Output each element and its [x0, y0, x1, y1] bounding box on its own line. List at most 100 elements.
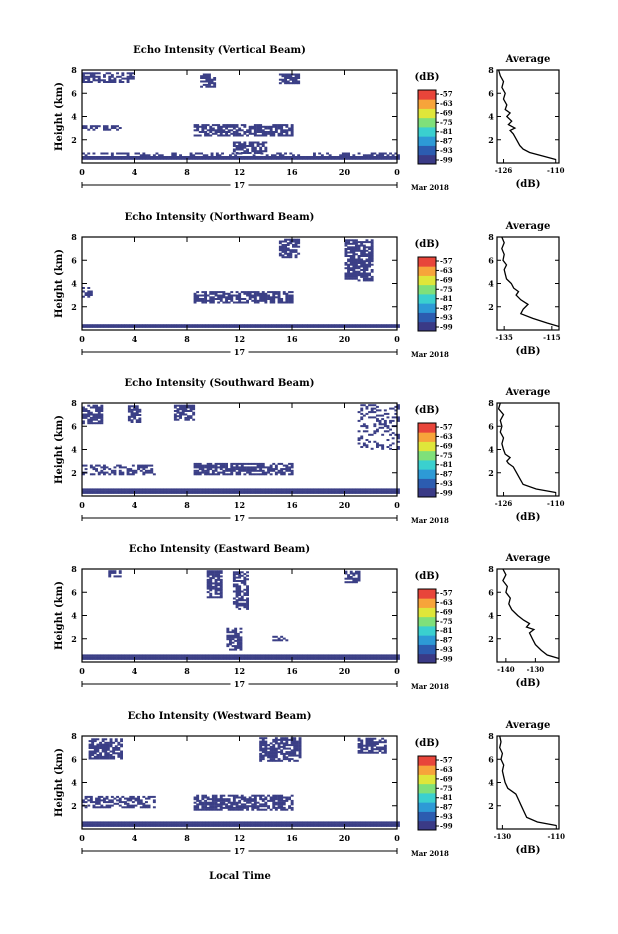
- echo-cell: [265, 491, 269, 494]
- echo-cell: [264, 798, 268, 801]
- echo-cell: [215, 488, 219, 491]
- echo-cell: [284, 324, 287, 327]
- echo-cell: [118, 575, 122, 578]
- echo-cell: [305, 824, 308, 827]
- echo-cell: [253, 124, 257, 127]
- echo-cell: [285, 799, 289, 802]
- echo-cell: [294, 157, 298, 160]
- echo-cell: [210, 82, 214, 85]
- echo-cell: [204, 803, 207, 806]
- echo-cell: [126, 488, 130, 491]
- echo-cell: [137, 468, 140, 471]
- echo-cell: [261, 296, 265, 299]
- echo-cell: [168, 821, 172, 824]
- echo-cell: [261, 737, 265, 740]
- echo-cell: [126, 81, 130, 83]
- echo-cell: [201, 469, 205, 472]
- echo-cell: [383, 412, 387, 415]
- y-tick-label: 2: [71, 801, 77, 811]
- echo-cell: [264, 127, 268, 130]
- echo-cell: [239, 821, 243, 824]
- echo-cell: [352, 255, 356, 257]
- echo-cell: [370, 821, 374, 824]
- echo-cell: [181, 324, 185, 327]
- echo-cell: [280, 749, 284, 752]
- echo-cell: [95, 410, 98, 412]
- echo-cell: [302, 656, 306, 659]
- echo-cell: [352, 325, 356, 328]
- echo-cell: [223, 656, 227, 659]
- echo-cell: [368, 272, 371, 275]
- echo-cell: [272, 799, 276, 802]
- echo-cell: [272, 639, 276, 642]
- echo-cell: [104, 747, 108, 749]
- profile-line: [502, 568, 560, 660]
- echo-cell: [89, 823, 93, 826]
- echo-cell: [344, 242, 348, 245]
- echo-cell: [210, 488, 214, 491]
- echo-cell: [284, 156, 287, 158]
- echo-cell: [278, 656, 282, 659]
- echo-cell: [331, 823, 335, 826]
- echo-cell: [242, 824, 245, 827]
- echo-cell: [103, 127, 106, 129]
- echo-cell: [235, 606, 239, 609]
- echo-cell: [95, 799, 98, 802]
- echo-cell: [357, 439, 361, 441]
- echo-cell: [313, 823, 316, 826]
- echo-cell: [276, 488, 280, 491]
- echo-cell: [282, 799, 286, 802]
- echo-cell: [232, 466, 236, 469]
- echo-cell: [184, 325, 188, 328]
- echo-cell: [200, 324, 203, 327]
- echo-cell: [131, 806, 135, 809]
- echo-cell: [318, 824, 322, 827]
- profile-title: Average: [505, 720, 551, 731]
- echo-cell: [244, 823, 248, 826]
- echo-cell: [232, 602, 236, 605]
- echo-cell: [179, 154, 182, 157]
- echo-cell: [103, 74, 106, 77]
- echo-cell: [226, 631, 230, 634]
- echo-cell: [243, 806, 247, 809]
- echo-cell: [269, 798, 273, 801]
- echo-cell: [227, 794, 231, 797]
- echo-cell: [373, 324, 377, 327]
- echo-cell: [198, 298, 202, 300]
- echo-cell: [110, 804, 114, 807]
- echo-cell: [318, 823, 322, 826]
- echo-cell: [261, 132, 265, 135]
- echo-cell: [142, 466, 146, 469]
- echo-cell: [92, 404, 96, 407]
- echo-cell: [302, 157, 306, 160]
- echo-cell: [261, 145, 265, 147]
- echo-cell: [370, 324, 374, 327]
- echo-cell: [273, 654, 277, 657]
- echo-cell: [360, 272, 364, 275]
- echo-cell: [357, 744, 361, 747]
- echo-cell: [281, 324, 285, 327]
- echo-cell: [105, 156, 109, 158]
- echo-cell: [95, 156, 98, 158]
- echo-cell: [238, 146, 242, 149]
- echo-cell: [89, 127, 93, 129]
- echo-cell: [368, 325, 371, 328]
- echo-cell: [263, 824, 266, 827]
- echo-cell: [373, 654, 377, 657]
- echo-cell: [121, 471, 125, 474]
- echo-cell: [260, 823, 264, 826]
- echo-cell: [274, 131, 278, 133]
- echo-cell: [100, 821, 104, 824]
- echo-cell: [376, 741, 379, 744]
- echo-cell: [152, 656, 156, 659]
- echo-cell: [360, 265, 364, 268]
- echo-cell: [137, 797, 140, 800]
- echo-cell: [248, 127, 252, 130]
- echo-cell: [147, 154, 151, 157]
- echo-cell: [295, 742, 299, 745]
- y-tick-label: 4: [71, 445, 77, 455]
- echo-cell: [307, 823, 311, 826]
- echo-cell: [277, 125, 281, 128]
- echo-cell: [105, 804, 109, 807]
- echo-cell: [347, 242, 350, 245]
